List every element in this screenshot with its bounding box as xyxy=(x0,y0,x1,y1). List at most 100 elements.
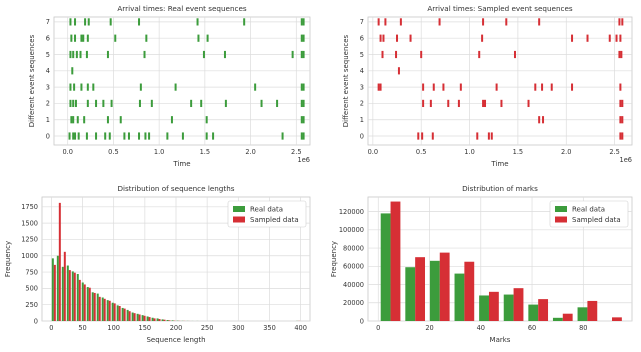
event-mark xyxy=(123,132,126,140)
x-axis-label: Time xyxy=(172,160,190,168)
event-mark xyxy=(86,83,89,91)
event-mark xyxy=(302,34,305,42)
event-mark xyxy=(618,18,621,26)
histogram-bar xyxy=(66,265,69,321)
x-tick-label: 2.5 xyxy=(609,148,620,156)
event-mark xyxy=(212,132,215,140)
event-mark xyxy=(72,116,75,124)
histogram-bar xyxy=(98,296,101,321)
event-mark xyxy=(447,99,450,108)
histogram-bar xyxy=(454,273,465,321)
event-mark xyxy=(381,50,384,59)
y-tick-label: 1000 xyxy=(21,252,38,260)
event-mark xyxy=(200,99,203,108)
event-mark xyxy=(69,99,72,108)
histogram-bar xyxy=(73,272,76,321)
event-mark xyxy=(106,116,109,124)
x-tick-label: 0.0 xyxy=(62,148,73,156)
x-tick-label: 50 xyxy=(78,324,86,332)
legend-box xyxy=(549,200,629,228)
event-mark xyxy=(438,18,441,26)
histogram-bar xyxy=(116,305,119,321)
event-mark xyxy=(174,83,177,91)
event-mark xyxy=(300,116,303,124)
y-tick-label: 4 xyxy=(360,67,364,75)
histogram-bar xyxy=(136,313,139,321)
event-mark xyxy=(538,18,541,26)
y-tick-label: 1500 xyxy=(21,219,38,227)
x-tick-label: 1.5 xyxy=(200,148,211,156)
event-mark xyxy=(484,99,487,108)
histogram-bar xyxy=(56,255,59,321)
histogram-bar xyxy=(405,267,416,321)
chart-title: Arrival times: Real event sequences xyxy=(117,4,246,13)
event-mark xyxy=(481,34,484,42)
legend-swatch xyxy=(555,206,567,212)
event-mark xyxy=(379,34,382,42)
event-mark xyxy=(500,99,503,108)
y-tick-label: 80000 xyxy=(343,244,364,252)
event-mark xyxy=(409,34,412,42)
event-mark xyxy=(382,34,385,42)
histogram-bar xyxy=(577,307,588,321)
event-mark xyxy=(72,99,75,108)
event-mark xyxy=(108,132,111,140)
event-mark xyxy=(478,50,481,59)
event-mark xyxy=(300,83,303,91)
event-mark xyxy=(618,50,621,59)
event-mark xyxy=(432,83,435,91)
histogram-bar xyxy=(78,279,81,321)
histogram-bar xyxy=(71,271,74,321)
event-mark xyxy=(170,116,173,124)
event-mark xyxy=(621,99,624,108)
histogram-bar xyxy=(93,292,96,321)
x-tick-label: 300 xyxy=(232,324,245,332)
y-tick-label: 20000 xyxy=(343,299,364,307)
histogram-bar xyxy=(143,315,146,321)
y-tick-label: 0 xyxy=(360,132,364,140)
event-mark xyxy=(80,83,83,91)
histogram-bar xyxy=(58,202,61,321)
event-mark xyxy=(571,83,574,91)
event-mark xyxy=(190,99,193,108)
y-tick-label: 2 xyxy=(46,100,50,108)
y-tick-label: 40000 xyxy=(343,281,364,289)
y-axis-label: Different event sequences xyxy=(28,34,36,127)
x-tick-label: 250 xyxy=(201,324,214,332)
event-mark xyxy=(75,50,78,59)
event-mark xyxy=(205,132,208,140)
y-tick-label: 7 xyxy=(46,18,50,26)
x-offset-label: 1e6 xyxy=(298,156,310,164)
histogram-bar xyxy=(488,291,499,321)
legend-swatch xyxy=(555,216,567,223)
event-mark xyxy=(619,34,622,42)
legend-box xyxy=(227,200,307,228)
x-tick-label: 2.0 xyxy=(245,148,256,156)
sampled-events-chart: 0.0 0.5 1.0 1.5 2.0 2.5 0 1 2 3 4 5 6 7 Arrival times:… xyxy=(342,4,633,168)
y-tick-label: 6 xyxy=(360,34,364,42)
event-mark xyxy=(615,34,618,42)
event-mark xyxy=(276,99,279,108)
histogram-bar xyxy=(68,270,71,321)
x-tick-label: 80 xyxy=(579,324,587,332)
histogram-bar xyxy=(158,319,161,321)
y-axis-label: Different event sequences xyxy=(342,34,350,127)
event-mark xyxy=(83,116,86,124)
x-tick-label: 20 xyxy=(425,324,433,332)
event-mark xyxy=(102,99,105,108)
x-tick-label: 0.5 xyxy=(416,148,427,156)
y-tick-label: 60000 xyxy=(343,263,364,271)
legend-swatch xyxy=(233,216,245,223)
event-mark xyxy=(302,83,305,91)
x-axis-label: Sequence length xyxy=(146,336,205,344)
event-mark xyxy=(79,50,82,59)
event-mark xyxy=(254,83,257,91)
event-mark xyxy=(527,99,530,108)
y-tick-label: 3 xyxy=(46,83,50,91)
histogram-bar xyxy=(612,317,622,321)
y-tick-label: 0 xyxy=(360,317,364,325)
y-axis-label: Frequency xyxy=(330,241,338,277)
histogram-bar xyxy=(121,307,124,321)
x-tick-label: 150 xyxy=(139,324,152,332)
legend: Real data Sampled data xyxy=(227,200,307,228)
